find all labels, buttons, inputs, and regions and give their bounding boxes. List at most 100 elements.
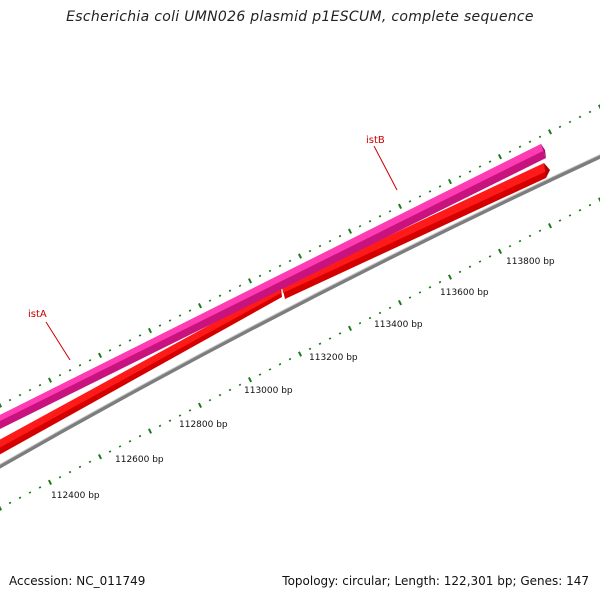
ista-leader-line bbox=[45, 321, 71, 361]
major-tick bbox=[198, 402, 202, 409]
minor-tick bbox=[8, 398, 12, 402]
major-tick bbox=[148, 327, 152, 334]
minor-tick bbox=[108, 349, 112, 352]
minor-tick bbox=[218, 294, 222, 297]
minor-tick bbox=[288, 259, 292, 263]
tick-label-113000: 113000 bp bbox=[244, 386, 293, 396]
minor-tick bbox=[418, 291, 422, 294]
major-tick bbox=[398, 299, 402, 306]
minor-tick bbox=[138, 334, 142, 337]
minor-tick bbox=[178, 414, 182, 417]
minor-tick bbox=[378, 311, 382, 315]
major-tick bbox=[98, 453, 102, 460]
minor-tick bbox=[358, 322, 362, 325]
major-tick bbox=[298, 351, 302, 357]
minor-tick bbox=[378, 215, 382, 218]
backbone-line bbox=[0, 154, 600, 469]
cds-feature-ista[interactable] bbox=[0, 287, 282, 460]
istb-leader-line bbox=[373, 145, 398, 191]
minor-tick bbox=[188, 309, 192, 312]
major-tick bbox=[0, 402, 2, 408]
minor-tick bbox=[508, 245, 512, 248]
minor-tick bbox=[388, 210, 392, 213]
minor-tick bbox=[358, 225, 362, 228]
minor-tick bbox=[228, 289, 232, 292]
minor-tick bbox=[308, 249, 312, 253]
major-tick bbox=[448, 274, 452, 280]
minor-tick bbox=[338, 234, 342, 238]
minor-tick bbox=[558, 125, 562, 129]
minor-tick bbox=[318, 342, 322, 345]
minor-tick bbox=[328, 239, 332, 243]
minor-tick bbox=[238, 383, 242, 386]
map-title: Escherichia coli UMN026 plasmid p1ESCUM,… bbox=[66, 9, 534, 25]
minor-tick bbox=[328, 337, 332, 340]
minor-tick bbox=[268, 368, 272, 371]
minor-tick bbox=[588, 203, 592, 207]
minor-tick bbox=[208, 399, 212, 402]
tick-label-113600: 113600 bp bbox=[440, 288, 489, 298]
minor-tick bbox=[208, 299, 212, 302]
minor-tick bbox=[58, 476, 62, 479]
tick-label-112600: 112600 bp bbox=[115, 455, 164, 465]
major-tick bbox=[448, 178, 452, 185]
minor-tick bbox=[28, 388, 32, 392]
minor-tick bbox=[528, 234, 532, 238]
tick-label-113800: 113800 bp bbox=[506, 257, 555, 267]
major-tick bbox=[348, 228, 352, 234]
major-tick bbox=[598, 104, 600, 110]
minor-tick bbox=[68, 470, 72, 474]
minor-tick bbox=[538, 135, 542, 138]
minor-tick bbox=[528, 140, 532, 143]
cds-feature-istb[interactable] bbox=[282, 163, 550, 299]
major-tick bbox=[548, 129, 552, 135]
minor-tick bbox=[68, 369, 72, 372]
gene-feature-forward[interactable] bbox=[0, 144, 546, 434]
major-tick bbox=[348, 325, 352, 332]
topology-text: Topology: circular; Length: 122,301 bp; … bbox=[282, 574, 589, 588]
minor-tick bbox=[418, 195, 422, 198]
minor-tick bbox=[518, 145, 522, 148]
minor-tick bbox=[228, 388, 232, 392]
minor-tick bbox=[158, 324, 162, 327]
minor-tick bbox=[458, 270, 462, 274]
major-tick bbox=[398, 203, 402, 210]
major-tick bbox=[248, 376, 252, 383]
minor-tick bbox=[568, 214, 572, 217]
minor-tick bbox=[458, 175, 462, 178]
minor-tick bbox=[58, 374, 62, 377]
major-tick bbox=[298, 253, 302, 259]
minor-tick bbox=[478, 165, 482, 168]
minor-tick bbox=[338, 332, 342, 335]
minor-tick bbox=[568, 120, 572, 124]
minor-tick bbox=[308, 347, 312, 351]
tick-label-112400: 112400 bp bbox=[51, 491, 100, 501]
minor-tick bbox=[438, 280, 442, 284]
outer-tick-track bbox=[0, 104, 600, 408]
minor-tick bbox=[288, 357, 292, 361]
tick-label-112800: 112800 bp bbox=[179, 420, 228, 430]
minor-tick bbox=[278, 264, 282, 268]
minor-tick bbox=[508, 150, 512, 153]
inner-tick-track bbox=[0, 197, 600, 511]
minor-tick bbox=[218, 393, 222, 397]
minor-tick bbox=[118, 445, 122, 448]
minor-tick bbox=[18, 496, 22, 499]
major-tick bbox=[148, 428, 152, 434]
minor-tick bbox=[178, 314, 182, 317]
accession-text: Accession: NC_011749 bbox=[9, 574, 146, 588]
minor-tick bbox=[118, 344, 122, 347]
minor-tick bbox=[408, 200, 412, 203]
major-tick bbox=[498, 248, 502, 255]
minor-tick bbox=[28, 491, 32, 494]
major-tick bbox=[98, 352, 102, 359]
minor-tick bbox=[538, 229, 542, 232]
minor-tick bbox=[408, 296, 412, 299]
minor-tick bbox=[88, 359, 92, 362]
minor-tick bbox=[468, 170, 472, 173]
minor-tick bbox=[578, 209, 582, 212]
minor-tick bbox=[368, 220, 372, 223]
major-tick bbox=[198, 302, 202, 309]
minor-tick bbox=[258, 274, 262, 278]
